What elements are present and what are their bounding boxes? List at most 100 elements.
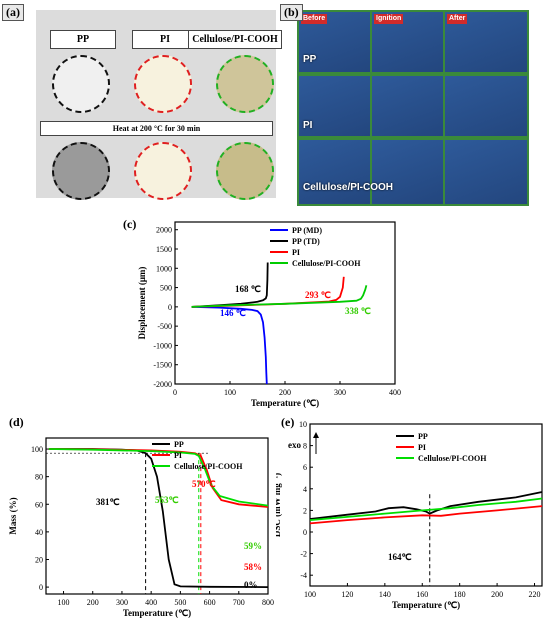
column-after: After — [447, 14, 468, 24]
annotation-label: exo — [288, 440, 301, 450]
chart-c-displacement: (c) 0 100 200 300 400 -2000 -1500 -1000 -500 0 500 1… — [123, 217, 401, 408]
x-tick-label: 200 — [491, 590, 503, 599]
y-tick-label: 10 — [299, 420, 307, 429]
y-tick-label: 2 — [303, 506, 307, 515]
series-line — [191, 306, 268, 385]
sample-cellulose-after — [216, 142, 274, 200]
legend-label: PP — [418, 432, 428, 441]
y-tick-label: 40 — [35, 528, 43, 537]
y-tick-label: 100 — [31, 445, 43, 454]
chart-d-tga: (d) 100 200 300 400 500 600 700 800 0 20 40 60 80 100 T… — [8, 415, 274, 618]
annotation-label: 338 ℃ — [345, 306, 371, 316]
x-axis-label: Temperature (℃) — [251, 398, 319, 408]
x-tick-label: 100 — [224, 388, 236, 397]
y-tick-label: 1000 — [156, 264, 172, 273]
x-tick-label: 700 — [233, 598, 245, 607]
y-tick-label: 1500 — [156, 245, 172, 254]
row-pp: PP — [303, 54, 317, 65]
legend-label: PP (MD) — [292, 226, 322, 235]
x-tick-label: 200 — [87, 598, 99, 607]
x-tick-label: 800 — [262, 598, 274, 607]
panel-letter: (e) — [281, 415, 294, 429]
plot-frame — [309, 423, 543, 587]
series-line — [191, 285, 368, 308]
x-tick-label: 120 — [341, 590, 353, 599]
exo-arrowhead — [313, 432, 319, 438]
column-before: Before — [301, 14, 328, 24]
legend-label: PP (TD) — [292, 237, 320, 246]
y-tick-label: 8 — [303, 442, 307, 451]
row-pi: PI — [303, 120, 313, 131]
y-tick-label: -4 — [300, 571, 307, 580]
x-tick-label: 160 — [416, 590, 428, 599]
y-tick-label: 500 — [160, 284, 172, 293]
annotation-label: 0% — [244, 580, 258, 590]
header-pp: PP — [50, 30, 116, 49]
legend-label: PP — [174, 440, 184, 449]
x-tick-label: 600 — [204, 598, 216, 607]
annotation-label: 164℃ — [388, 552, 412, 562]
y-tick-label: 80 — [35, 473, 43, 482]
header-cellulose: Cellulose/PI-COOH — [188, 30, 282, 49]
x-tick-label: 100 — [304, 590, 316, 599]
annotation-label: 381℃ — [96, 497, 120, 507]
y-tick-label: -2000 — [153, 380, 172, 389]
legend-label: Cellulose/PI-COOH — [292, 259, 361, 268]
legend-label: PI — [418, 443, 426, 452]
y-axis-label: Mass (%) — [8, 497, 18, 534]
sample-pi-before — [134, 55, 192, 113]
plot-frame — [45, 437, 269, 595]
annotation-label: 58% — [244, 562, 262, 572]
legend-label: Cellulose/PI-COOH — [174, 462, 243, 471]
annotation-label: 293 ℃ — [305, 290, 331, 300]
x-axis-label: Temperature (℃) — [392, 600, 460, 610]
y-axis-label: Displacement (μm) — [137, 267, 147, 340]
y-tick-label: -1500 — [153, 361, 172, 370]
y-tick-label: -500 — [157, 322, 172, 331]
x-axis-label: Temperature (℃) — [123, 608, 191, 618]
y-axis-label: DSC (mW mg⁻¹) — [276, 473, 282, 537]
y-tick-label: 0 — [303, 528, 307, 537]
row-cellulose: Cellulose/PI-COOH — [303, 182, 394, 193]
sample-pi-after — [134, 142, 192, 200]
panel-b-burn-test: Before Ignition After PP PI Cellulose/PI… — [297, 10, 529, 206]
x-tick-label: 300 — [116, 598, 128, 607]
annotation-label: 563℃ — [155, 495, 179, 505]
y-tick-label: 0 — [39, 583, 43, 592]
x-tick-label: 400 — [389, 388, 401, 397]
series-line — [48, 448, 269, 507]
column-ignition: Ignition — [374, 14, 404, 24]
y-tick-label: -1000 — [153, 341, 172, 350]
y-tick-label: -2 — [300, 550, 307, 559]
chart-e-dsc: (e) 100 120 140 160 180 200 220 -4 -2 0 2 4 6 8 10 Tempe… — [276, 415, 543, 610]
x-tick-label: 200 — [279, 388, 291, 397]
series-line — [309, 497, 543, 521]
sample-pp-before — [52, 55, 110, 113]
sample-pp-after — [52, 142, 110, 200]
panel-letter-a: (a) — [2, 4, 24, 21]
x-tick-label: 500 — [174, 598, 186, 607]
y-tick-label: 0 — [168, 303, 172, 312]
x-tick-label: 100 — [58, 598, 70, 607]
panel-letter-b: (b) — [280, 4, 303, 21]
legend-label: PI — [292, 248, 300, 257]
y-tick-label: 2000 — [156, 226, 172, 235]
panel-letter: (d) — [9, 415, 24, 429]
x-tick-label: 140 — [379, 590, 391, 599]
x-tick-label: 180 — [454, 590, 466, 599]
x-tick-label: 0 — [173, 388, 177, 397]
sample-cellulose-before — [216, 55, 274, 113]
series-line — [309, 505, 543, 525]
legend-label: Cellulose/PI-COOH — [418, 454, 487, 463]
y-tick-label: 60 — [35, 500, 43, 509]
annotation-label: 168 ℃ — [235, 284, 261, 294]
annotation-label: 570℃ — [192, 479, 216, 489]
x-tick-label: 400 — [145, 598, 157, 607]
annotation-label: 146 ℃ — [220, 308, 246, 318]
panel-letter: (c) — [123, 217, 136, 231]
x-tick-label: 300 — [334, 388, 346, 397]
y-tick-label: 6 — [303, 463, 307, 472]
series-line — [309, 491, 543, 520]
panel-a-photos: PP PI Cellulose/PI-COOH Heat at 200 °C f… — [36, 10, 282, 200]
annotation-label: 59% — [244, 541, 262, 551]
